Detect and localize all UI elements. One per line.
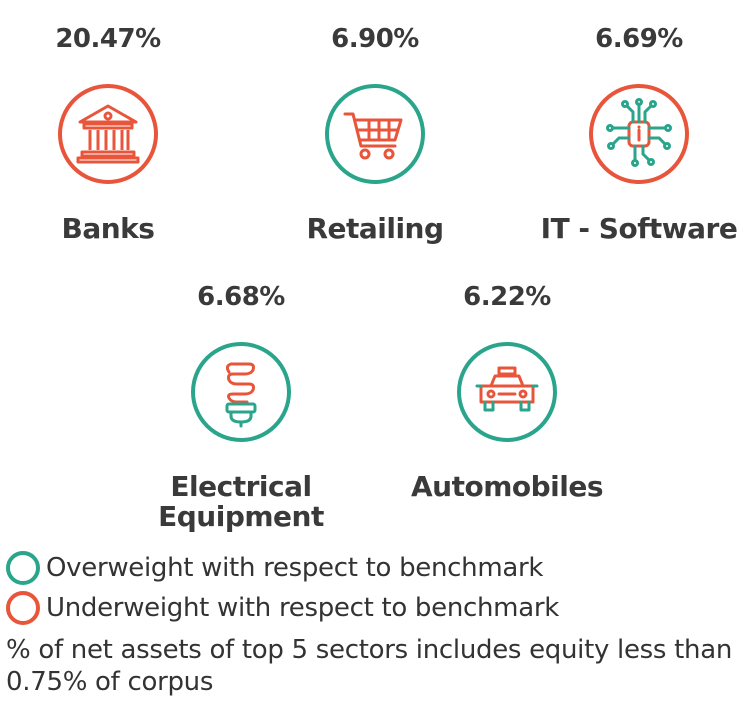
sector-electrical-equipment: 6.68% Electrical Equipment <box>121 262 361 538</box>
sector-percent: 6.22% <box>463 282 551 312</box>
sector-name: Retailing <box>306 212 444 245</box>
sector-circle <box>457 342 557 442</box>
sector-percent: 6.68% <box>197 282 285 312</box>
sector-banks: 20.47% Banks <box>0 0 228 260</box>
shopping-cart-icon <box>343 112 403 160</box>
sector-circle <box>58 84 158 184</box>
footnote: % of net assets of top 5 sectors include… <box>6 635 733 697</box>
light-bulb-icon <box>225 362 257 428</box>
sector-name: IT - Software <box>540 212 738 245</box>
sector-retailing: 6.90% Retailing <box>255 0 495 260</box>
overweight-circle-icon <box>6 551 40 585</box>
sector-percent: 6.69% <box>595 24 683 54</box>
sector-name: Electrical Equipment <box>158 470 324 533</box>
sector-circle <box>191 342 291 442</box>
legend-overweight: Overweight with respect to benchmark <box>6 548 559 588</box>
sector-name: Automobiles <box>410 470 604 503</box>
car-icon <box>475 366 539 412</box>
legend-overweight-label: Overweight with respect to benchmark <box>46 553 544 583</box>
sector-it-software: 6.69% IT - Software <box>519 0 752 260</box>
sector-percent: 20.47% <box>55 24 161 54</box>
sector-name: Banks <box>61 212 155 245</box>
legend-underweight: Underweight with respect to benchmark <box>6 588 559 628</box>
sector-automobiles: 6.22% Automobiles <box>387 262 627 538</box>
sector-circle <box>589 84 689 184</box>
legend: Overweight with respect to benchmark Und… <box>6 548 559 628</box>
circuit-chip-icon <box>606 98 672 167</box>
bank-icon <box>76 104 140 164</box>
legend-underweight-label: Underweight with respect to benchmark <box>46 593 559 623</box>
sector-circle <box>325 84 425 184</box>
sector-percent: 6.90% <box>331 24 419 54</box>
underweight-circle-icon <box>6 591 40 625</box>
